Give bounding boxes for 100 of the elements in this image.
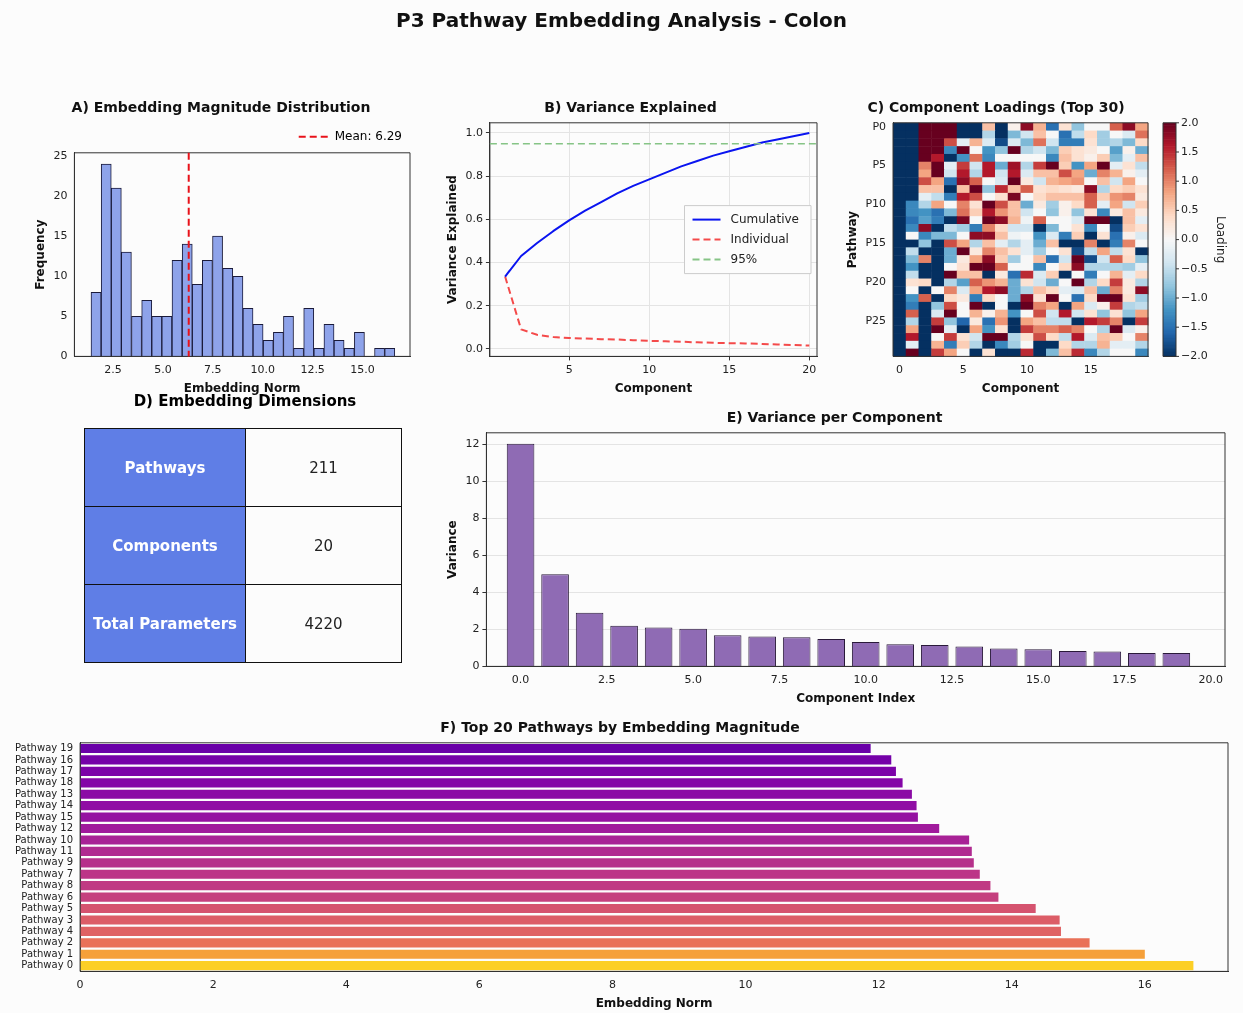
bar (80, 835, 970, 845)
y-tick-label: Pathway 14 (14, 799, 74, 811)
y-tick-label: 0.2 (465, 298, 483, 312)
y-axis-title: Variance Explained (445, 175, 460, 305)
data-label: 4220 (245, 584, 402, 663)
y-tick-label: Pathway 19 (14, 742, 74, 754)
color-bar-label: 2.0 (1181, 115, 1199, 129)
x-tick-label: 14 (1004, 977, 1019, 991)
chart-title: B) Variance Explained (544, 99, 717, 116)
x-axis-title: Embedding Norm (595, 995, 713, 1010)
x-tick-label: 10.0 (250, 362, 275, 376)
x-tick-label: 0.0 (511, 672, 530, 686)
x-tick-label: 15.0 (1026, 672, 1051, 686)
category-label: Pathways (84, 428, 246, 507)
bar (80, 915, 1060, 925)
data-label: 211 (245, 428, 402, 507)
x-axis-title: Component Index (796, 690, 916, 705)
color-bar-label: −1.0 (1181, 290, 1208, 304)
chart-title: A) Embedding Magnitude Distribution (71, 99, 371, 116)
x-tick-label: 12.5 (300, 362, 325, 376)
y-tick-label: P5 (872, 158, 887, 172)
bar (80, 823, 940, 834)
y-tick-label: Pathway 9 (21, 856, 74, 868)
bar (80, 812, 918, 822)
x-tick-label: 2.5 (598, 672, 616, 686)
y-axis-title: Pathway (845, 210, 860, 269)
x-tick-label: 15 (722, 362, 737, 376)
chart-title: F) Top 20 Pathways by Embedding Magnitude (440, 719, 800, 736)
color-bar-title: Loading (1213, 215, 1228, 264)
bar (80, 903, 1036, 914)
x-axis-title: Component (981, 380, 1060, 395)
chart-title: E) Variance per Component (726, 409, 943, 426)
bar (80, 743, 871, 754)
y-tick-label: 6 (472, 548, 480, 562)
x-tick-label: 2.5 (104, 362, 122, 376)
y-tick-label: 0 (472, 659, 480, 673)
y-tick-label: Pathway 11 (14, 844, 74, 856)
y-tick-label: Pathway 18 (14, 776, 74, 788)
y-tick-label: 5 (60, 309, 68, 323)
y-tick-label: Pathway 7 (21, 867, 74, 879)
x-tick-label: 2 (209, 977, 217, 991)
y-tick-label: Pathway 6 (21, 890, 74, 902)
x-tick-label: 5.0 (154, 362, 172, 376)
y-tick-label: Pathway 4 (21, 924, 74, 936)
color-bar-label: 1.5 (1181, 144, 1199, 158)
x-tick-label: 17.5 (1112, 672, 1137, 686)
y-tick-label: Pathway 15 (14, 810, 74, 822)
x-tick-label: 16 (1137, 977, 1152, 991)
y-tick-label: 4 (472, 585, 480, 599)
x-tick-label: 0 (895, 362, 903, 376)
bar (80, 938, 1090, 948)
y-tick-label: 2 (472, 622, 480, 636)
x-tick-label: 5.0 (684, 672, 702, 686)
line-series (504, 275, 811, 347)
x-tick-label: 10.0 (853, 672, 878, 686)
x-tick-label: 7.5 (770, 672, 789, 686)
y-tick-label: 20 (53, 188, 68, 202)
x-tick-label: 10 (738, 977, 753, 991)
y-tick-label: 1.0 (465, 125, 483, 139)
y-tick-label: 0.6 (465, 212, 483, 226)
y-axis-title: Frequency (33, 219, 48, 290)
bar (80, 846, 972, 856)
y-tick-label: 10 (465, 474, 480, 488)
y-tick-label: Pathway 1 (21, 947, 74, 959)
y-tick-label: 10 (53, 269, 68, 283)
y-tick-label: 8 (472, 511, 480, 525)
y-tick-label: P10 (865, 197, 887, 211)
legend-label: Individual (730, 231, 789, 246)
y-tick-label: 12 (465, 437, 480, 451)
chart-title: C) Component Loadings (Top 30) (867, 99, 1125, 116)
x-tick-label: 15 (1083, 362, 1098, 376)
bar (80, 949, 1145, 959)
y-tick-label: 0.8 (465, 168, 483, 182)
x-axis-title: Component (614, 380, 693, 395)
bar (80, 881, 991, 891)
bar (80, 755, 892, 765)
y-tick-label: P0 (872, 119, 887, 133)
bar (80, 766, 896, 776)
x-tick-label: 7.5 (204, 362, 222, 376)
y-tick-label: 0 (60, 349, 68, 363)
text: P3 Pathway Embedding Analysis - Colon (395, 8, 848, 32)
category-label: Total Parameters (84, 584, 246, 663)
bar (80, 961, 1194, 971)
y-tick-label: Pathway 3 (21, 913, 74, 925)
y-tick-label: 15 (53, 229, 68, 243)
bar (80, 926, 1061, 936)
x-tick-label: 0 (76, 977, 84, 991)
y-tick-label: Pathway 16 (14, 753, 74, 765)
bar (80, 801, 917, 811)
x-tick-label: 8 (608, 977, 616, 991)
color-bar-label: 0.0 (1181, 232, 1199, 246)
bar (80, 869, 980, 879)
y-tick-label: P20 (865, 275, 887, 289)
bar (80, 778, 903, 788)
color-bar-label: 0.5 (1181, 203, 1199, 217)
y-tick-label: P15 (865, 236, 887, 250)
x-tick-label: 20 (802, 362, 817, 376)
x-tick-label: 20.0 (1198, 672, 1224, 686)
y-axis-title: Variance (445, 520, 460, 579)
y-tick-label: Pathway 8 (21, 879, 74, 891)
